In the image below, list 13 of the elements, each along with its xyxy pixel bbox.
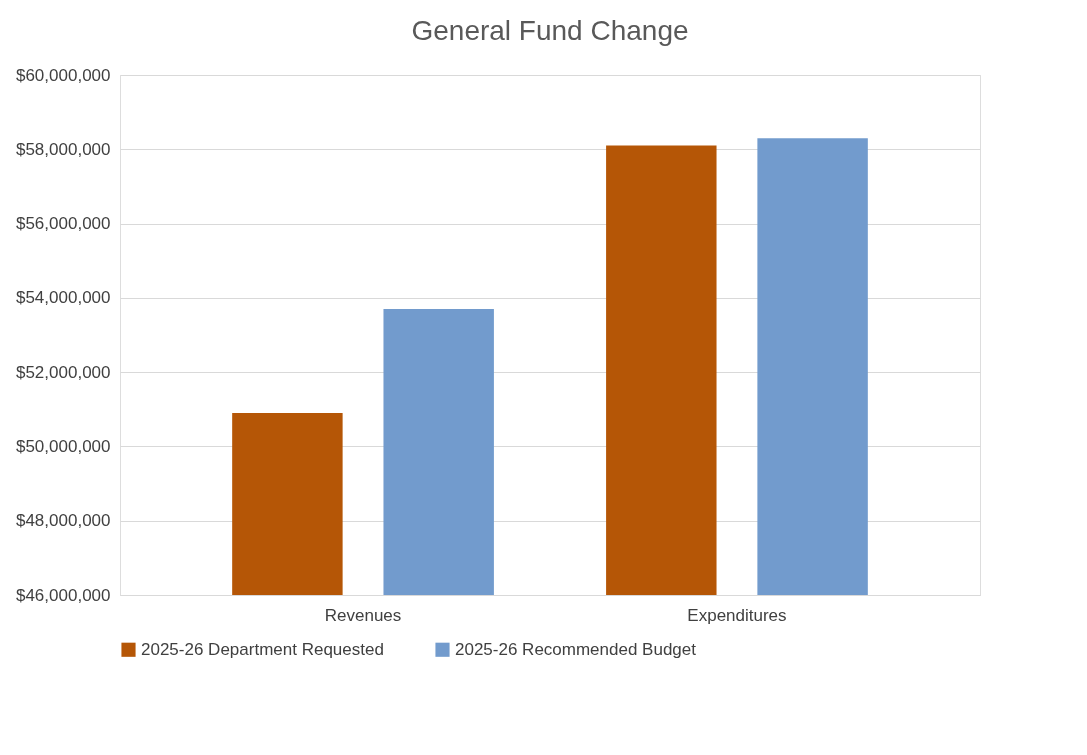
y-tick-label: $48,000,000	[15, 511, 111, 531]
y-tick-label: $60,000,000	[15, 65, 111, 85]
legend-label: 2025-26 Department Requested	[141, 639, 384, 659]
y-tick-label: $52,000,000	[15, 362, 111, 382]
x-tick-label: Expenditures	[687, 605, 787, 625]
y-tick-label: $58,000,000	[15, 139, 111, 159]
chart-title: General Fund Change	[411, 15, 689, 46]
y-tick-label: $56,000,000	[15, 214, 111, 234]
x-tick-label: Revenues	[324, 605, 402, 625]
legend-label: 2025-26 Recommended Budget	[455, 639, 697, 659]
y-tick-label: $54,000,000	[15, 288, 111, 308]
y-tick-label: $46,000,000	[15, 585, 111, 605]
y-tick-label: $50,000,000	[15, 436, 111, 456]
